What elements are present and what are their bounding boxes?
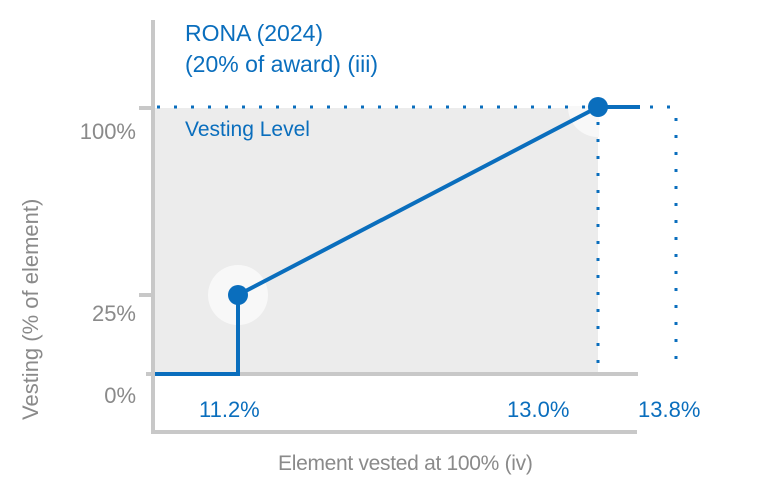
x-tick-label-11-2: 11.2%	[199, 397, 260, 422]
x-tick-label-13-8: 13.8%	[638, 397, 701, 422]
y-tick-label-0: 0%	[104, 383, 136, 408]
y-tick-label-25: 25%	[91, 301, 136, 326]
chart-subtitle: (20% of award) (iii)	[185, 51, 378, 77]
y-tick-label-100: 100%	[79, 119, 136, 144]
vesting-level-annotation: Vesting Level	[185, 118, 310, 141]
point-maximum	[588, 97, 608, 117]
point-threshold	[228, 285, 248, 305]
x-tick-label-13-0: 13.0%	[507, 397, 570, 422]
x-axis-label: Element vested at 100% (iv)	[278, 452, 533, 475]
chart-title: RONA (2024)	[185, 20, 324, 46]
chart-title-block: RONA (2024) (20% of award) (iii)	[185, 18, 378, 80]
y-axis-label: Vesting (% of element)	[18, 198, 43, 420]
shaded-region	[155, 108, 598, 374]
